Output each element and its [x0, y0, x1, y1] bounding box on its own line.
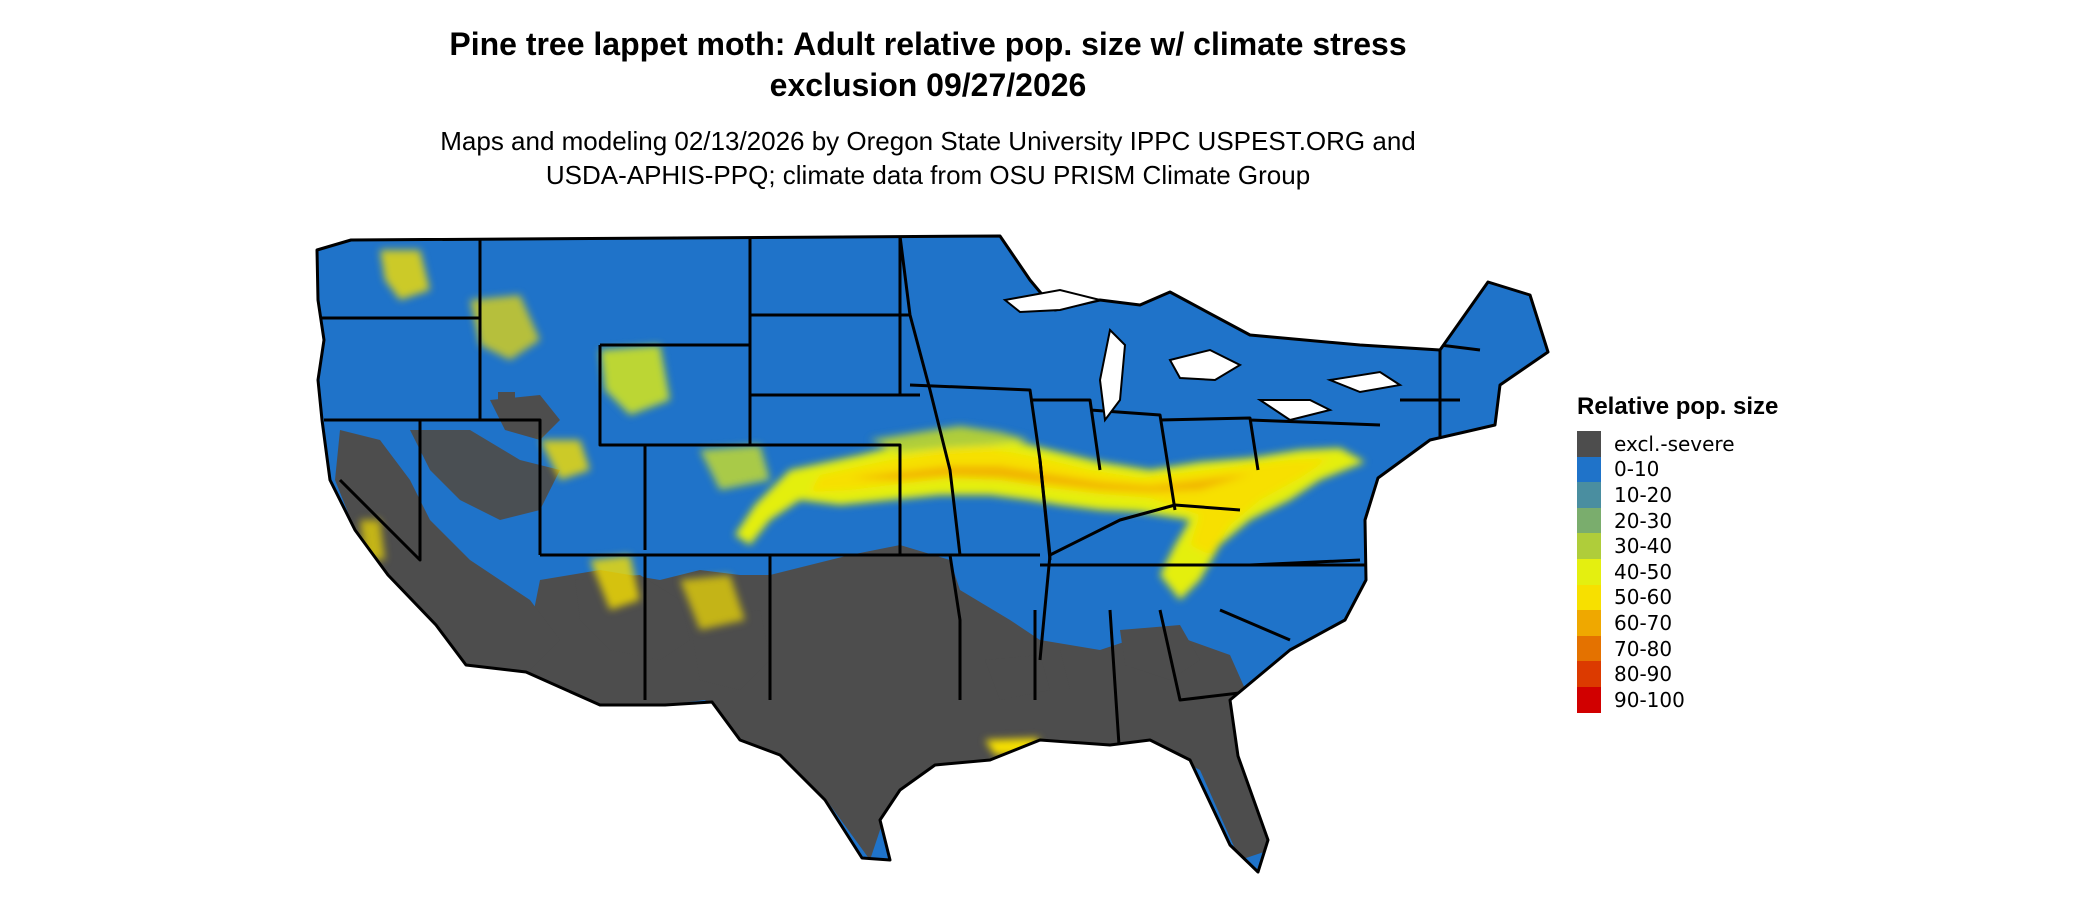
legend-label: excl.-severe — [1614, 431, 1735, 456]
map-title-line2: exclusion 09/27/2026 — [769, 67, 1087, 103]
us-outline — [315, 234, 1550, 874]
legend: Relative pop. size excl.-severe 0-10 10-20… — [1577, 393, 1778, 713]
map-title: Pine tree lappet moth: Adult relative po… — [0, 24, 1856, 106]
great-lakes — [1002, 288, 1403, 423]
legend-swatch — [1577, 507, 1601, 534]
map-subtitle-line2: USDA-APHIS-PPQ; climate data from OSU PR… — [545, 160, 1311, 190]
legend-swatch — [1577, 610, 1601, 636]
legend-item: 60-70 — [1577, 610, 1778, 636]
legend-item: 70-80 — [1577, 635, 1778, 662]
legend-label: 10-20 — [1614, 482, 1673, 507]
legend-item: 20-30 — [1577, 507, 1778, 534]
legend-swatch — [1577, 635, 1601, 662]
us-population-map — [315, 234, 1550, 874]
legend-item: 0-10 — [1577, 456, 1778, 483]
map-subtitle: Maps and modeling 02/13/2026 by Oregon S… — [0, 124, 1856, 192]
suitability-band — [360, 250, 1365, 755]
state-boundaries — [318, 236, 1481, 761]
legend-swatch — [1577, 482, 1601, 508]
legend-swatch — [1577, 558, 1601, 585]
legend-swatch — [1577, 661, 1601, 687]
legend-item: excl.-severe — [1577, 431, 1778, 457]
legend-item: 50-60 — [1577, 584, 1778, 611]
legend-item: 90-100 — [1577, 686, 1778, 713]
legend-title: Relative pop. size — [1577, 393, 1779, 420]
map-subtitle-line1: Maps and modeling 02/13/2026 by Oregon S… — [440, 126, 1416, 156]
legend-label: 70-80 — [1614, 636, 1673, 661]
legend-item: 80-90 — [1577, 661, 1778, 687]
map-title-line1: Pine tree lappet moth: Adult relative po… — [449, 26, 1407, 62]
legend-label: 30-40 — [1614, 534, 1673, 559]
legend-item: 10-20 — [1577, 482, 1778, 508]
legend-swatch — [1577, 533, 1601, 559]
legend-item: 40-50 — [1577, 558, 1778, 585]
legend-swatch — [1577, 686, 1601, 713]
legend-label: 90-100 — [1614, 687, 1685, 712]
legend-label: 20-30 — [1614, 508, 1673, 533]
legend-swatch — [1577, 456, 1601, 483]
legend-label: 80-90 — [1614, 662, 1673, 687]
legend-swatch — [1577, 431, 1601, 457]
legend-label: 50-60 — [1614, 585, 1673, 610]
legend-label: 60-70 — [1614, 610, 1673, 635]
legend-label: 40-50 — [1614, 559, 1673, 584]
legend-label: 0-10 — [1614, 457, 1660, 482]
legend-items: excl.-severe 0-10 10-20 20-30 30-40 40-50 50-6… — [1577, 431, 1778, 713]
legend-swatch — [1577, 584, 1601, 611]
legend-item: 30-40 — [1577, 533, 1778, 559]
